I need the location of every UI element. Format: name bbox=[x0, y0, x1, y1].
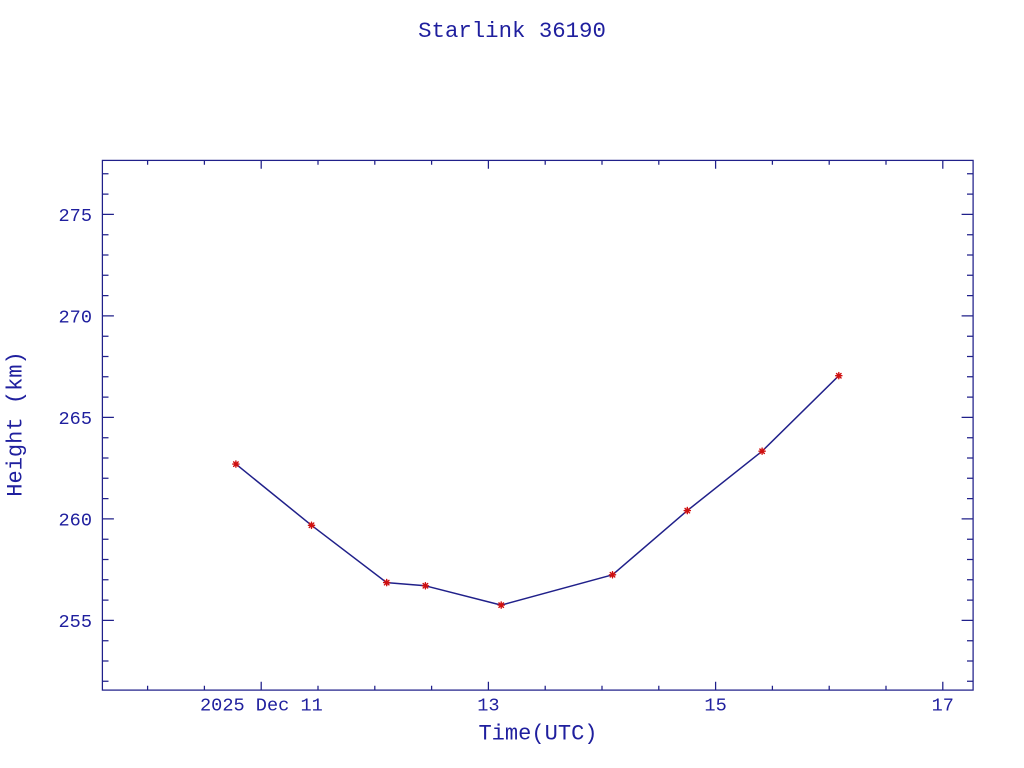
svg-text:13: 13 bbox=[477, 695, 499, 716]
svg-text:2025 Dec 11: 2025 Dec 11 bbox=[200, 695, 323, 716]
svg-text:Starlink 36190: Starlink 36190 bbox=[418, 18, 606, 44]
svg-text:270: 270 bbox=[59, 308, 92, 329]
svg-text:17: 17 bbox=[932, 695, 954, 716]
svg-text:Time(UTC): Time(UTC) bbox=[478, 721, 597, 746]
svg-text:265: 265 bbox=[59, 409, 92, 430]
svg-text:260: 260 bbox=[59, 511, 92, 532]
svg-text:Height (km): Height (km) bbox=[4, 351, 29, 497]
svg-text:275: 275 bbox=[59, 206, 92, 227]
svg-text:255: 255 bbox=[59, 612, 92, 633]
svg-text:15: 15 bbox=[704, 695, 726, 716]
